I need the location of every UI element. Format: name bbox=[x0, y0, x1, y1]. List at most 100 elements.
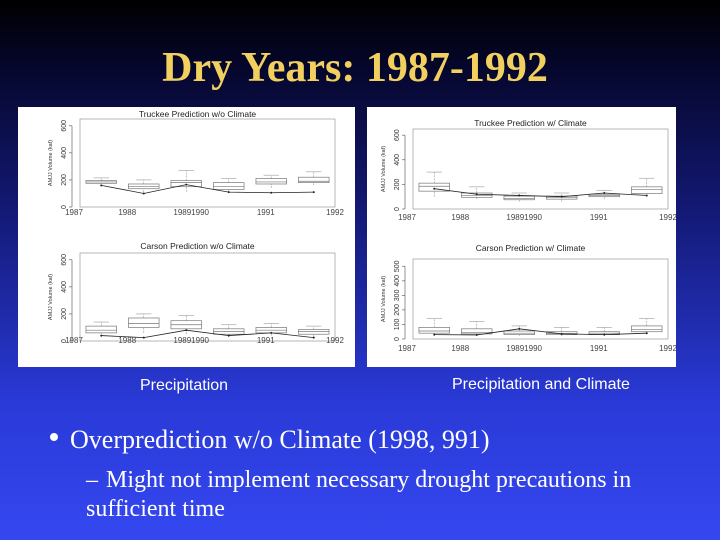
x-tick-label: 1991 bbox=[590, 344, 608, 353]
x-tick-label: 1987 bbox=[398, 213, 416, 222]
chart-group: Truckee Prediction w/ Climate 0 200 400 600 A… bbox=[381, 118, 676, 222]
x-tick-label: 1991 bbox=[590, 213, 608, 222]
box bbox=[631, 325, 663, 333]
x-tick-label: 1987 bbox=[65, 208, 83, 217]
y-tick-label: 200 bbox=[61, 308, 68, 320]
plot-frame bbox=[412, 258, 669, 340]
observed-line bbox=[434, 188, 647, 198]
chart-panel-right: Truckee Prediction w/ Climate 0 200 400 600 A… bbox=[367, 107, 676, 367]
x-tick-label: 19891990 bbox=[506, 344, 542, 353]
box bbox=[503, 330, 535, 335]
observed-point bbox=[560, 332, 563, 335]
observed-point bbox=[518, 327, 521, 330]
observed-point bbox=[433, 333, 436, 336]
y-tick-label: 300 bbox=[394, 289, 401, 301]
caption-precipitation: Precipitation bbox=[140, 377, 229, 394]
y-tick-label: 400 bbox=[61, 281, 68, 293]
chart-title: Carson Prediction w/ Climate bbox=[476, 243, 586, 253]
observed-line bbox=[434, 328, 647, 336]
plot-frame bbox=[79, 252, 336, 342]
box bbox=[503, 195, 535, 201]
box bbox=[461, 328, 493, 335]
observed-line bbox=[101, 184, 314, 194]
y-axis-label: AMJJ Volume (kaf) bbox=[48, 274, 54, 320]
x-tick-label: 1988 bbox=[451, 213, 469, 222]
x-tick-label: 1992 bbox=[659, 344, 676, 353]
y-tick-label: 0 bbox=[394, 207, 401, 211]
chart-group: Truckee Prediction w/o Climate 0 200 400 600… bbox=[48, 109, 344, 217]
caption-precipitation-climate: Precipitation and Climate bbox=[452, 376, 630, 393]
y-axis-label: AMJJ Volume (kaf) bbox=[48, 140, 54, 186]
x-tick-label: 1991 bbox=[257, 336, 275, 345]
y-tick-label: 200 bbox=[394, 304, 401, 316]
y-axis-label: AMJJ Volume (kaf) bbox=[381, 146, 387, 192]
chart-panel-left: Truckee Prediction w/o Climate 0 200 400 600… bbox=[18, 107, 355, 367]
observed-point bbox=[645, 194, 648, 197]
observed-point bbox=[645, 332, 648, 335]
plot-frame bbox=[412, 128, 669, 210]
y-tick-label: 600 bbox=[61, 120, 68, 132]
observed-point bbox=[270, 331, 273, 334]
y-tick-label: 200 bbox=[394, 178, 401, 190]
x-tick-label: 1992 bbox=[659, 213, 676, 222]
box bbox=[255, 178, 287, 185]
y-tick-label: 100 bbox=[394, 319, 401, 331]
y-tick-label: 0 bbox=[61, 339, 68, 343]
chart-title: Truckee Prediction w/ Climate bbox=[474, 118, 587, 128]
y-tick-label: 0 bbox=[61, 205, 68, 209]
dash-icon: – bbox=[86, 467, 98, 493]
chart-title: Truckee Prediction w/o Climate bbox=[139, 109, 257, 119]
y-tick-label: 500 bbox=[394, 260, 401, 272]
observed-point bbox=[100, 184, 103, 187]
x-tick-label: 1991 bbox=[257, 208, 275, 217]
box bbox=[170, 180, 202, 188]
box bbox=[298, 176, 330, 183]
x-tick-label: 1992 bbox=[326, 208, 344, 217]
observed-point bbox=[185, 183, 188, 186]
observed-point bbox=[518, 194, 521, 197]
observed-point bbox=[603, 192, 606, 194]
observed-line bbox=[101, 329, 314, 339]
x-tick-label: 1988 bbox=[451, 344, 469, 353]
observed-point bbox=[560, 195, 563, 198]
chart-right-svg: Truckee Prediction w/ Climate 0 200 400 600 A… bbox=[381, 118, 676, 353]
box bbox=[128, 317, 160, 328]
chart-group: Carson Prediction w/o Climate 0 200 400 600 A… bbox=[48, 241, 344, 345]
box bbox=[213, 182, 245, 190]
observed-point bbox=[312, 191, 315, 194]
sub-bullet: – Might not implement necessary drought p… bbox=[86, 466, 706, 524]
y-tick-label: 0 bbox=[394, 337, 401, 341]
x-tick-label: 19891990 bbox=[506, 213, 542, 222]
y-axis-label: AMJJ Volume (kaf) bbox=[381, 276, 387, 322]
observed-point bbox=[270, 191, 273, 194]
x-tick-label: 19891990 bbox=[173, 208, 209, 217]
x-tick-label: 1988 bbox=[118, 208, 136, 217]
y-tick-label: 200 bbox=[61, 174, 68, 186]
x-tick-label: 1992 bbox=[326, 336, 344, 345]
box bbox=[418, 182, 450, 192]
observed-point bbox=[142, 192, 145, 195]
box bbox=[85, 325, 117, 334]
slide-title: Dry Years: 1987-1992 bbox=[162, 45, 548, 91]
chart-left-svg: Truckee Prediction w/o Climate 0 200 400 600… bbox=[48, 109, 344, 345]
chart-title: Carson Prediction w/o Climate bbox=[140, 241, 255, 251]
x-tick-label: 1988 bbox=[118, 336, 136, 345]
observed-point bbox=[227, 191, 230, 194]
bullet-dot-icon bbox=[50, 433, 58, 442]
bullet-overprediction: Overprediction w/o Climate (1998, 991) bbox=[50, 425, 490, 455]
observed-point bbox=[603, 333, 606, 336]
observed-point bbox=[227, 334, 230, 337]
x-tick-label: 1987 bbox=[398, 344, 416, 353]
chart-group: Carson Prediction w/ Climate 0 100 200 300 40… bbox=[381, 243, 676, 353]
box bbox=[631, 186, 663, 194]
y-tick-label: 400 bbox=[394, 275, 401, 287]
observed-point bbox=[433, 187, 436, 190]
observed-point bbox=[475, 193, 478, 196]
x-tick-label: 19891990 bbox=[173, 336, 209, 345]
observed-point bbox=[312, 336, 315, 339]
sub-bullet-text: Might not implement necessary drought pr… bbox=[86, 467, 632, 522]
y-tick-label: 600 bbox=[61, 254, 68, 266]
observed-point bbox=[100, 334, 103, 337]
x-tick-label: 1987 bbox=[65, 336, 83, 345]
observed-point bbox=[142, 336, 145, 339]
